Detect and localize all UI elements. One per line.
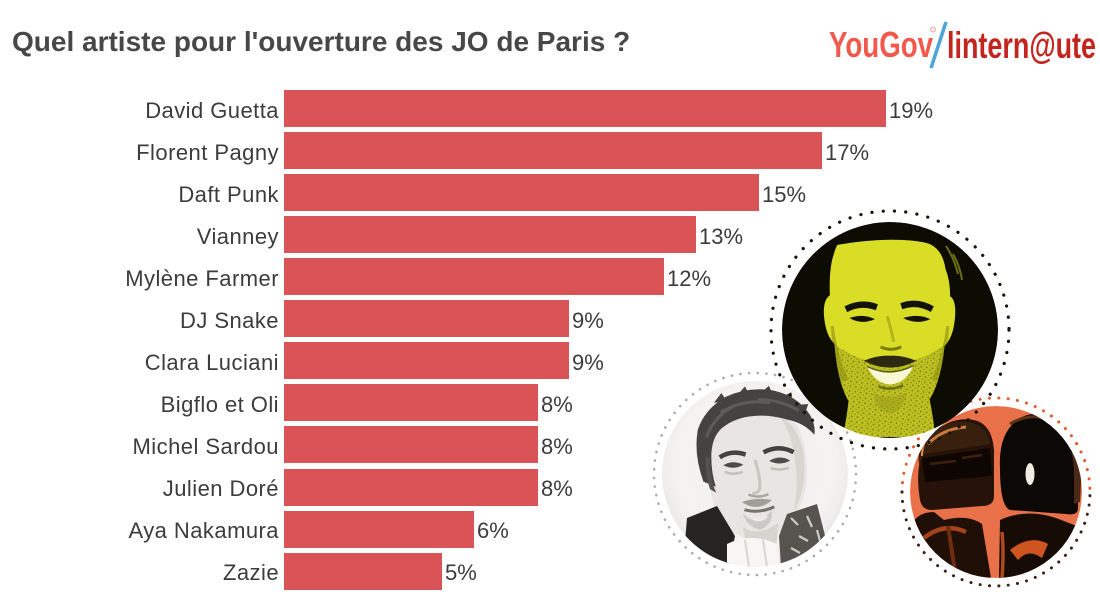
- svg-text:lintern@ute: lintern@ute: [947, 25, 1096, 66]
- svg-text:YouGov: YouGov: [829, 24, 933, 65]
